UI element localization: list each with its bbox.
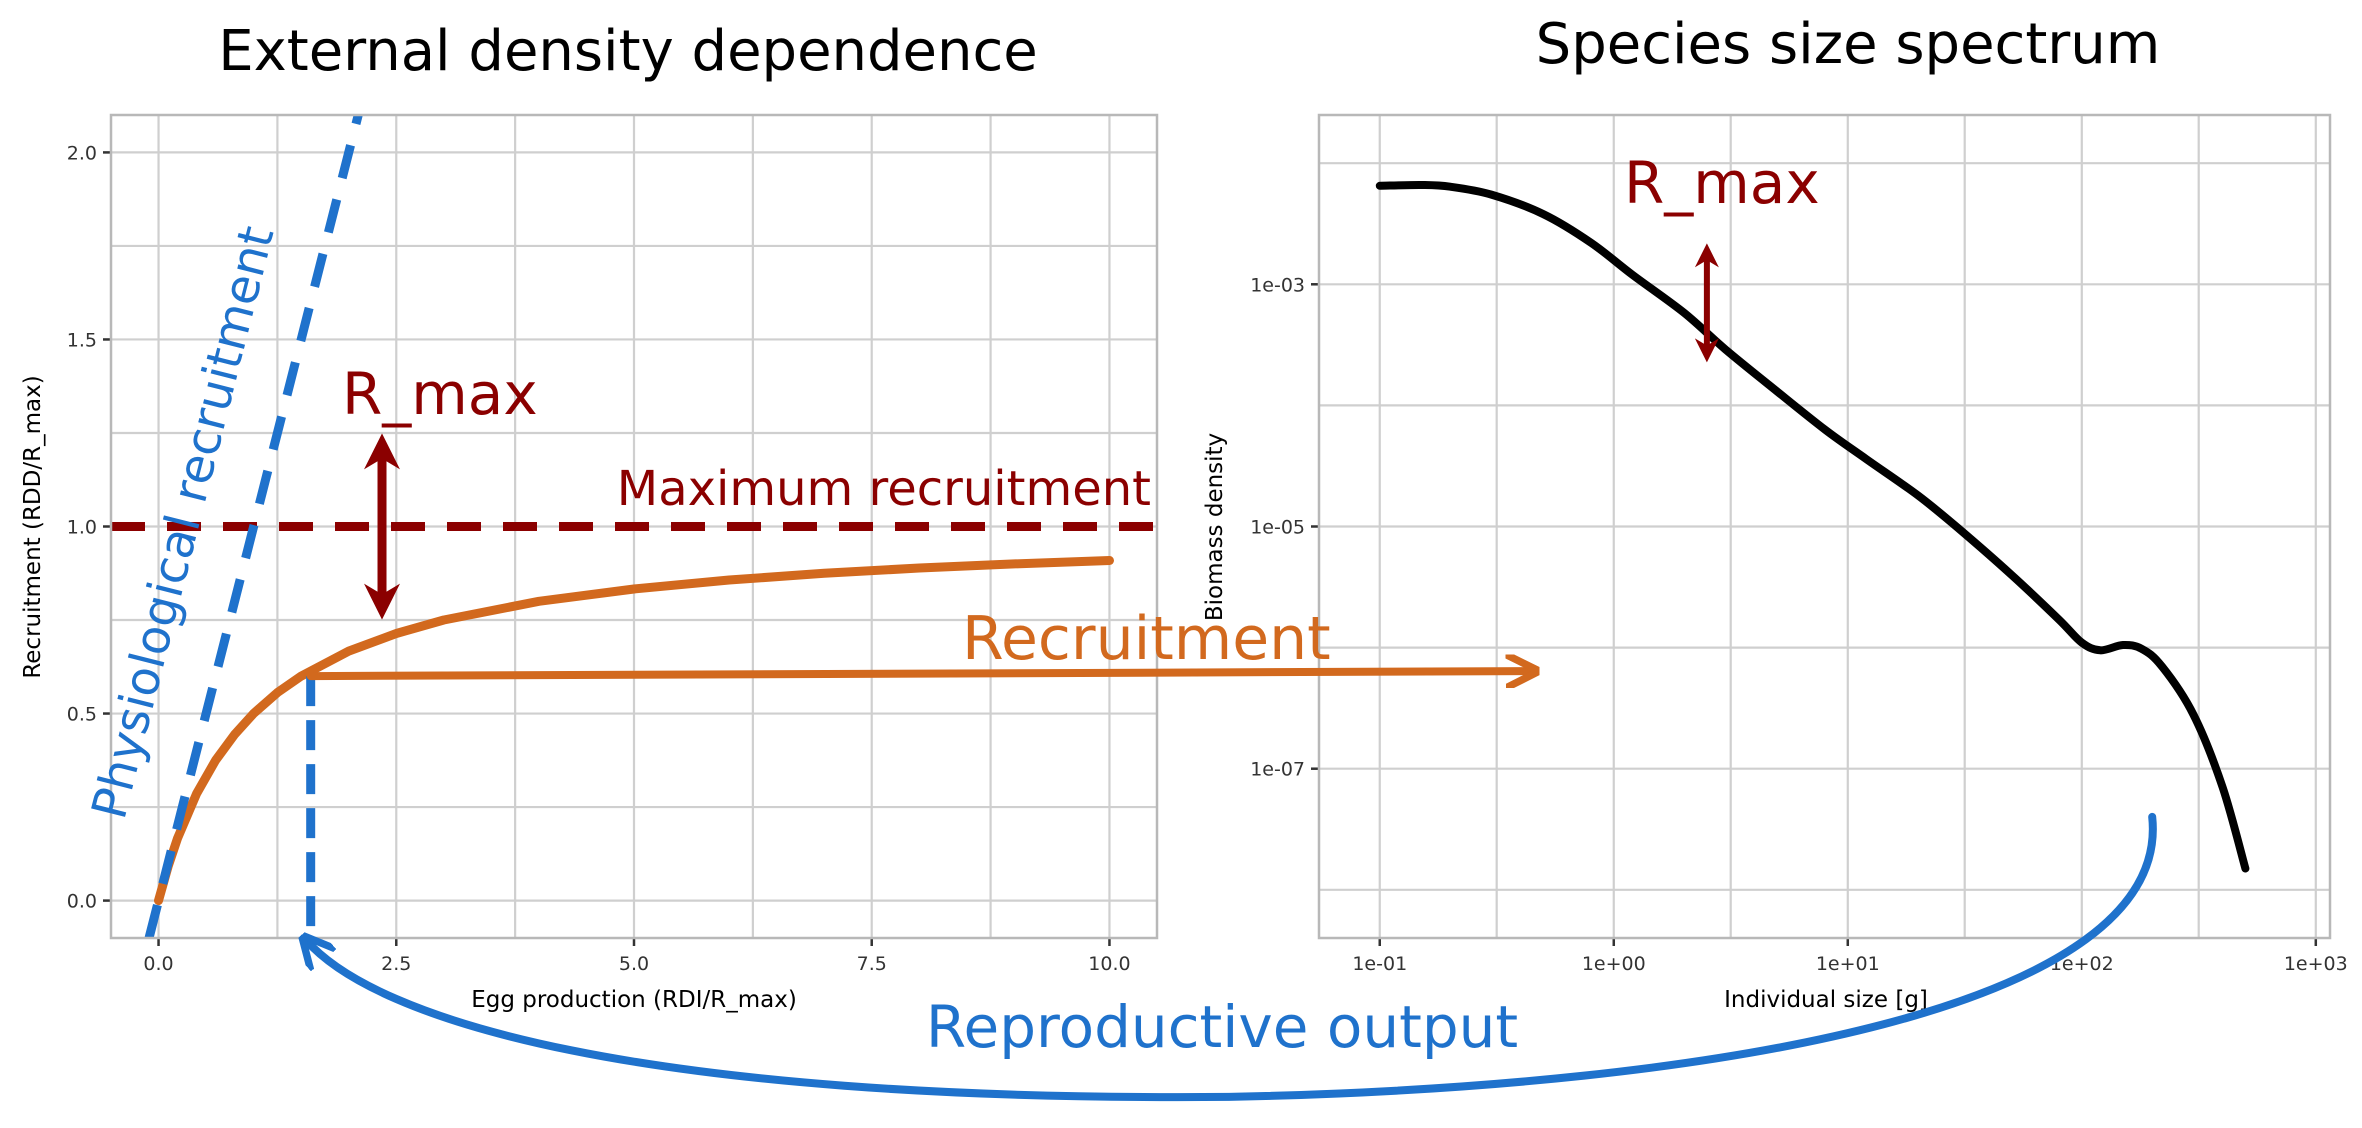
right-x-tick-label: 1e+02 [2050, 953, 2114, 975]
left-panel-border [109, 113, 1159, 940]
right-grid [1319, 115, 2330, 938]
right-y-tick-label: 1e-05 [1250, 517, 1305, 539]
left-y-tick-label: 0.0 [67, 891, 97, 913]
left-x-tick-label: 0.0 [143, 953, 173, 975]
right-panel-border [1317, 113, 2332, 940]
right-x-tick-label: 1e+00 [1582, 953, 1646, 975]
right-panel: Species size spectrum 1e-01 1e+00 1e+01 1e+… [1202, 12, 2348, 1013]
right-x-tick-label: 1e+03 [2284, 953, 2348, 975]
left-title: External density dependence [218, 19, 1038, 84]
max-recruitment-label: Maximum recruitment [617, 461, 1151, 517]
right-x-tick-label: 1e-01 [1352, 953, 1407, 975]
right-series [1375, 180, 2250, 873]
left-panel: External density dependence 0.0 2.5 5.0 7.5… [20, 19, 1159, 1013]
reproductive-output-label: Reproductive output [926, 993, 1518, 1061]
right-y-tick-label: 1e-07 [1250, 759, 1305, 781]
right-x-tick-label: 1e+01 [1816, 953, 1880, 975]
reproductive-output-arrow [306, 812, 2157, 1102]
left-y-tick-label: 1.5 [67, 329, 97, 351]
left-x-tick-label: 2.5 [381, 953, 411, 975]
right-ticks: 1e-01 1e+00 1e+01 1e+02 1e+03 1e-03 1e-05 1e-07 [1250, 274, 2348, 975]
recruitment-arrow [306, 671, 1533, 676]
recruitment-curve [154, 556, 1114, 906]
right-y-tick-label: 1e-03 [1250, 274, 1305, 296]
left-rmax-label: R_max [342, 360, 538, 428]
left-x-tick-label: 5.0 [619, 953, 649, 975]
cross-panel-annotations: Recruitment Reproductive output [306, 604, 2157, 1102]
recruitment-arrow-label: Recruitment [962, 604, 1331, 674]
left-y-tick-label: 0.5 [67, 704, 97, 726]
left-x-tick-label: 10.0 [1088, 953, 1130, 975]
left-x-tick-label: 7.5 [857, 953, 887, 975]
left-y-tick-label: 2.0 [67, 142, 97, 164]
physiological-recruitment-line [144, 113, 363, 940]
right-rmax-label: R_max [1624, 149, 1820, 217]
left-ylabel: Recruitment (RDD/R_max) [20, 375, 46, 678]
left-xlabel: Egg production (RDI/R_max) [471, 987, 797, 1013]
size-spectrum-curve [1375, 180, 2250, 873]
left-series [111, 113, 1157, 940]
left-grid [111, 115, 1157, 938]
right-xlabel: Individual size [g] [1724, 987, 1928, 1013]
left-ticks: 0.0 2.5 5.0 7.5 10.0 0.0 0.5 1.0 1.5 2.0 [67, 142, 1131, 975]
left-y-tick-label: 1.0 [67, 517, 97, 539]
right-title: Species size spectrum [1536, 12, 2161, 77]
right-ylabel: Biomass density [1202, 433, 1228, 621]
